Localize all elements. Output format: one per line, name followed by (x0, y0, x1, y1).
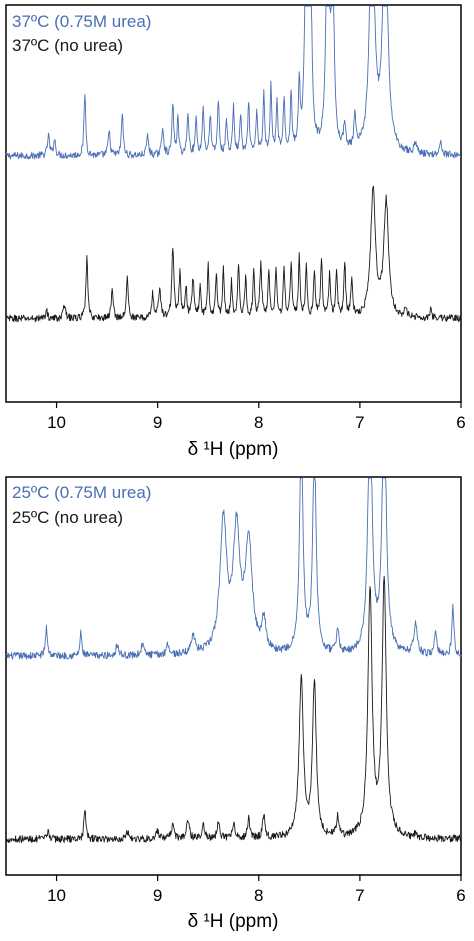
legend-entry-urea: 25ºC (0.75M urea) (12, 483, 151, 502)
x-tick-label: 6 (456, 413, 465, 432)
x-tick-label: 10 (47, 886, 66, 905)
x-tick-label: 8 (254, 413, 263, 432)
panel-37c: 10 9 8 7 6 37ºC (0.75M urea) 37ºC (no urea) … (5, 4, 466, 460)
series-line-no-urea (5, 185, 462, 323)
legend-entry-no-urea: 25ºC (no urea) (12, 508, 123, 527)
x-tick-label: 9 (153, 413, 162, 432)
x-tick-label: 9 (153, 886, 162, 905)
panel-25c: 10 9 8 7 6 25ºC (0.75M urea) 25ºC (no urea) … (5, 476, 466, 932)
plot-frame (5, 476, 462, 876)
x-tick-label: 6 (456, 886, 465, 905)
x-tick-label: 7 (355, 413, 364, 432)
x-tick-label: 10 (47, 413, 66, 432)
plot-frame (5, 4, 462, 403)
x-axis-label: δ ¹H (ppm) (188, 911, 279, 932)
x-tick-label: 7 (355, 886, 364, 905)
legend-entry-urea: 37ºC (0.75M urea) (12, 12, 151, 31)
legend-entry-no-urea: 37ºC (no urea) (12, 36, 123, 55)
x-tick-label: 8 (254, 886, 263, 905)
series-line-no-urea (5, 575, 462, 844)
series-line-urea (5, 5, 462, 160)
series-line-urea (5, 477, 462, 660)
x-axis-label: δ ¹H (ppm) (188, 439, 279, 460)
